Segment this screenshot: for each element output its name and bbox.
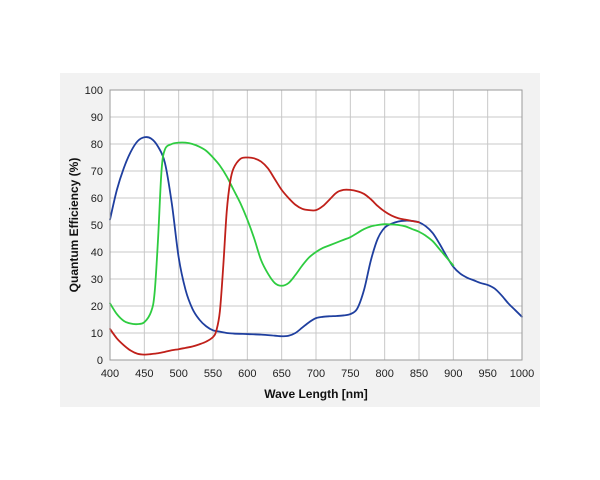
y-tick-label: 70 <box>91 166 103 178</box>
x-tick-label: 1000 <box>510 368 534 380</box>
x-tick-label: 900 <box>444 368 462 380</box>
y-tick-labels: 0 10 20 30 40 50 60 70 80 90 100 <box>85 85 103 367</box>
chart-figure: 400 450 500 550 600 650 700 750 800 850 900 950 1000… <box>60 73 540 407</box>
x-tick-label: 650 <box>272 368 290 380</box>
y-tick-label: 60 <box>91 193 103 205</box>
x-tick-label: 750 <box>341 368 359 380</box>
x-tick-label: 800 <box>375 368 393 380</box>
y-tick-label: 40 <box>91 247 103 259</box>
plot-border <box>109 89 523 361</box>
x-tick-label: 500 <box>169 368 187 380</box>
x-tick-label: 450 <box>135 368 153 380</box>
y-tick-label: 30 <box>91 274 103 286</box>
blue-series-line <box>109 136 523 338</box>
green-series-line <box>109 141 455 326</box>
y-tick-label: 80 <box>91 139 103 151</box>
x-tick-label: 950 <box>478 368 496 380</box>
x-tick-label: 400 <box>101 368 119 380</box>
y-tick-label: 10 <box>91 328 103 340</box>
red-series-line <box>109 156 420 356</box>
x-tick-label: 600 <box>238 368 256 380</box>
x-tick-label: 700 <box>307 368 325 380</box>
y-tick-label: 100 <box>85 85 103 97</box>
y-tick-label: 50 <box>91 220 103 232</box>
grid <box>109 89 523 361</box>
x-tick-label: 550 <box>204 368 222 380</box>
quantum-efficiency-chart: 400 450 500 550 600 650 700 750 800 850 900 950 1000… <box>67 85 534 401</box>
x-axis-label: Wave Length [nm] <box>264 387 368 401</box>
series-lines <box>109 136 523 356</box>
y-tick-label: 0 <box>97 355 103 367</box>
y-axis-label: Quantum Efficiency (%) <box>67 158 81 293</box>
x-tick-labels: 400 450 500 550 600 650 700 750 800 850 900 950 1000 <box>101 368 534 380</box>
y-tick-label: 20 <box>91 301 103 313</box>
x-tick-label: 850 <box>410 368 428 380</box>
y-tick-label: 90 <box>91 112 103 124</box>
